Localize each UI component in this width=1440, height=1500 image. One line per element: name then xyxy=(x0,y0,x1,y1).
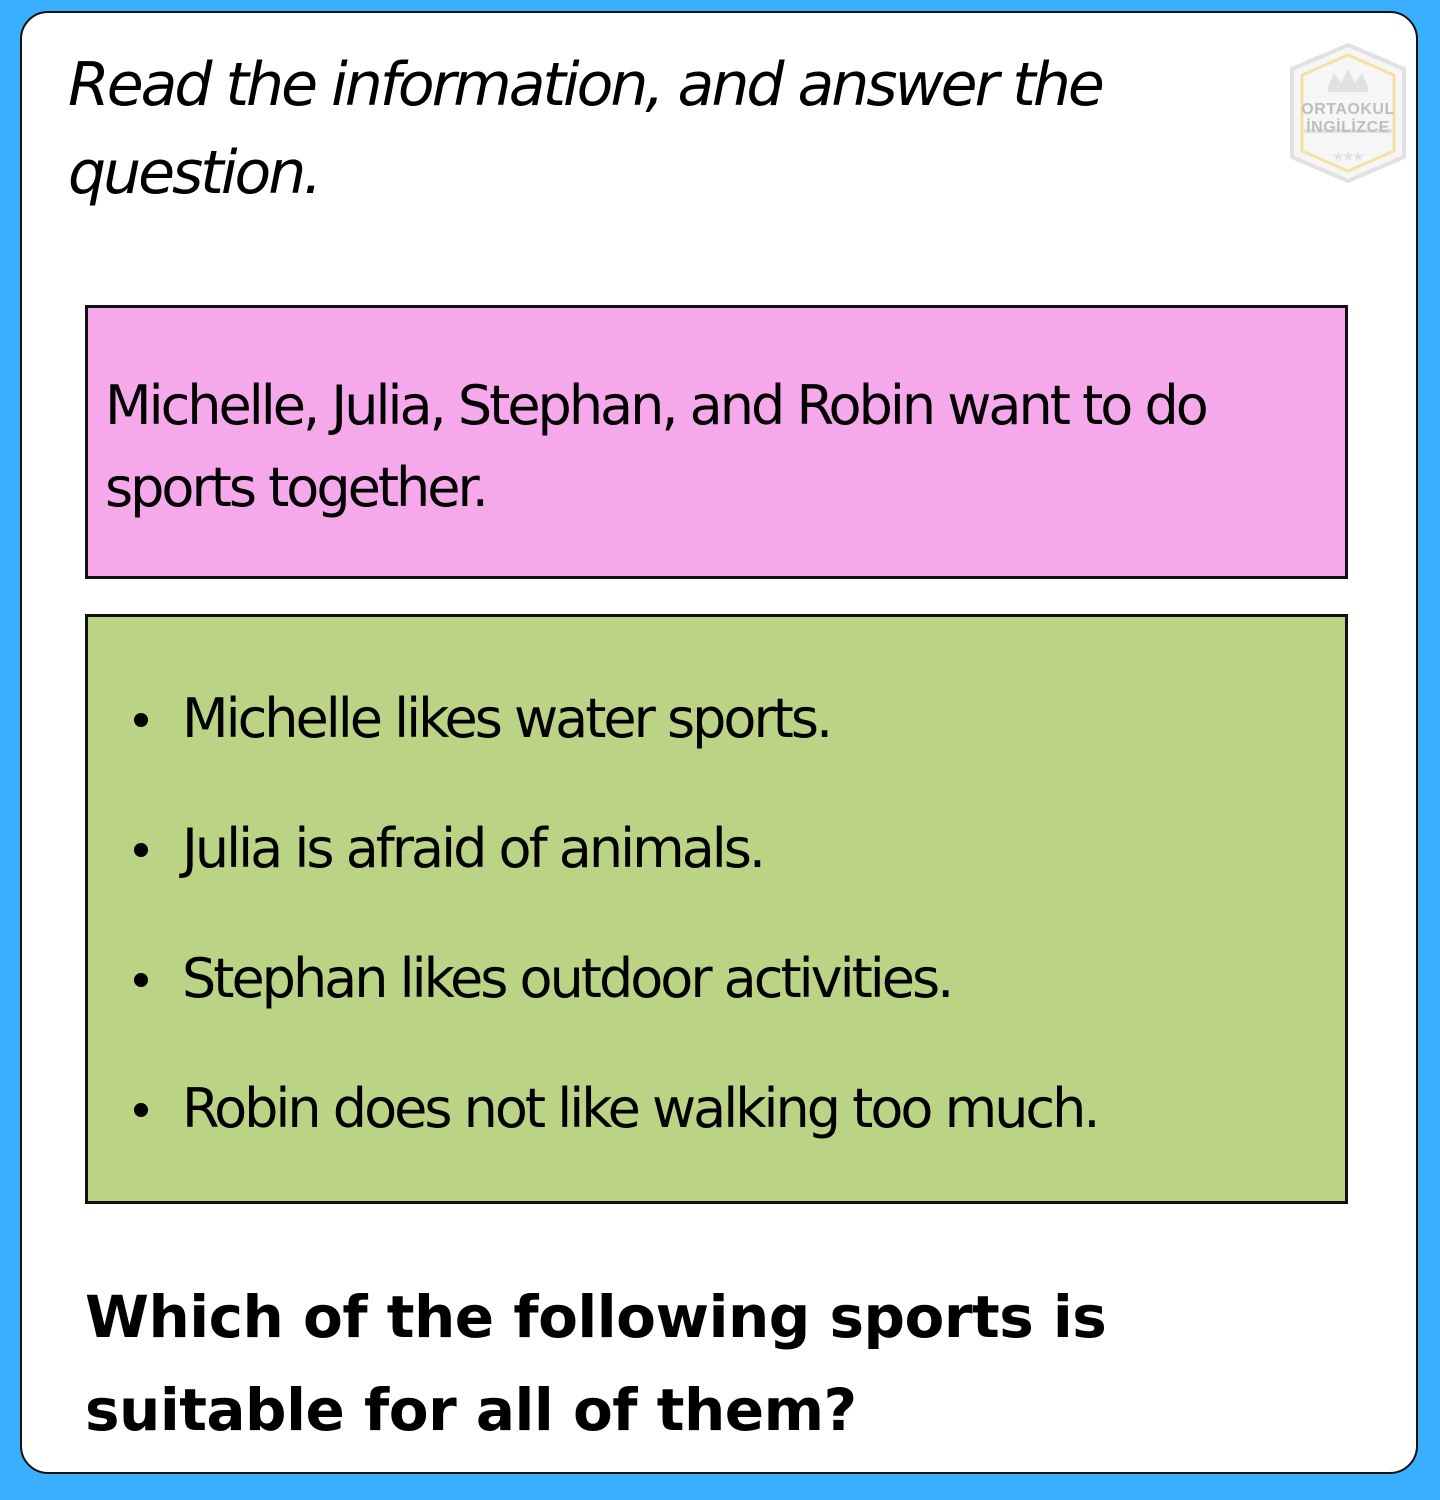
svg-text:★: ★ xyxy=(1352,149,1365,165)
bullet-icon xyxy=(134,1103,148,1117)
logo-text-line2: İNGİLİZCE xyxy=(1306,119,1390,136)
bullet-icon xyxy=(134,843,148,857)
list-item: Julia is afraid of animals. xyxy=(88,804,1318,934)
list-item: Robin does not like walking too much. xyxy=(88,1064,1318,1194)
intro-box: Michelle, Julia, Stephan, and Robin want… xyxy=(85,305,1348,579)
fact-text: Stephan likes outdoor activities. xyxy=(182,947,954,1010)
question-text: Which of the following sports is suitabl… xyxy=(85,1283,1107,1444)
fact-text: Robin does not like walking too much. xyxy=(182,1077,1101,1140)
bullet-icon xyxy=(134,713,148,727)
instruction-text: Read the information, and answer the que… xyxy=(68,50,1105,208)
intro-text: Michelle, Julia, Stephan, and Robin want… xyxy=(105,374,1209,519)
svg-text:★: ★ xyxy=(1332,149,1345,165)
question-card: Read the information, and answer the que… xyxy=(20,11,1418,1474)
facts-list: Michelle likes water sports. Julia is af… xyxy=(88,674,1318,1194)
list-item: Michelle likes water sports. xyxy=(88,674,1318,804)
list-item: Stephan likes outdoor activities. xyxy=(88,934,1318,1064)
logo: ★ ★ ★ ORTAOKUL İNGİLİZCE xyxy=(1284,39,1412,187)
crown-shield-icon: ★ ★ ★ xyxy=(1290,42,1406,184)
logo-text-line1: ORTAOKUL xyxy=(1301,101,1395,118)
facts-box: Michelle likes water sports. Julia is af… xyxy=(85,614,1348,1204)
svg-text:★: ★ xyxy=(1342,149,1355,165)
bullet-icon xyxy=(134,973,148,987)
fact-text: Michelle likes water sports. xyxy=(182,687,833,750)
fact-text: Julia is afraid of animals. xyxy=(182,817,766,880)
